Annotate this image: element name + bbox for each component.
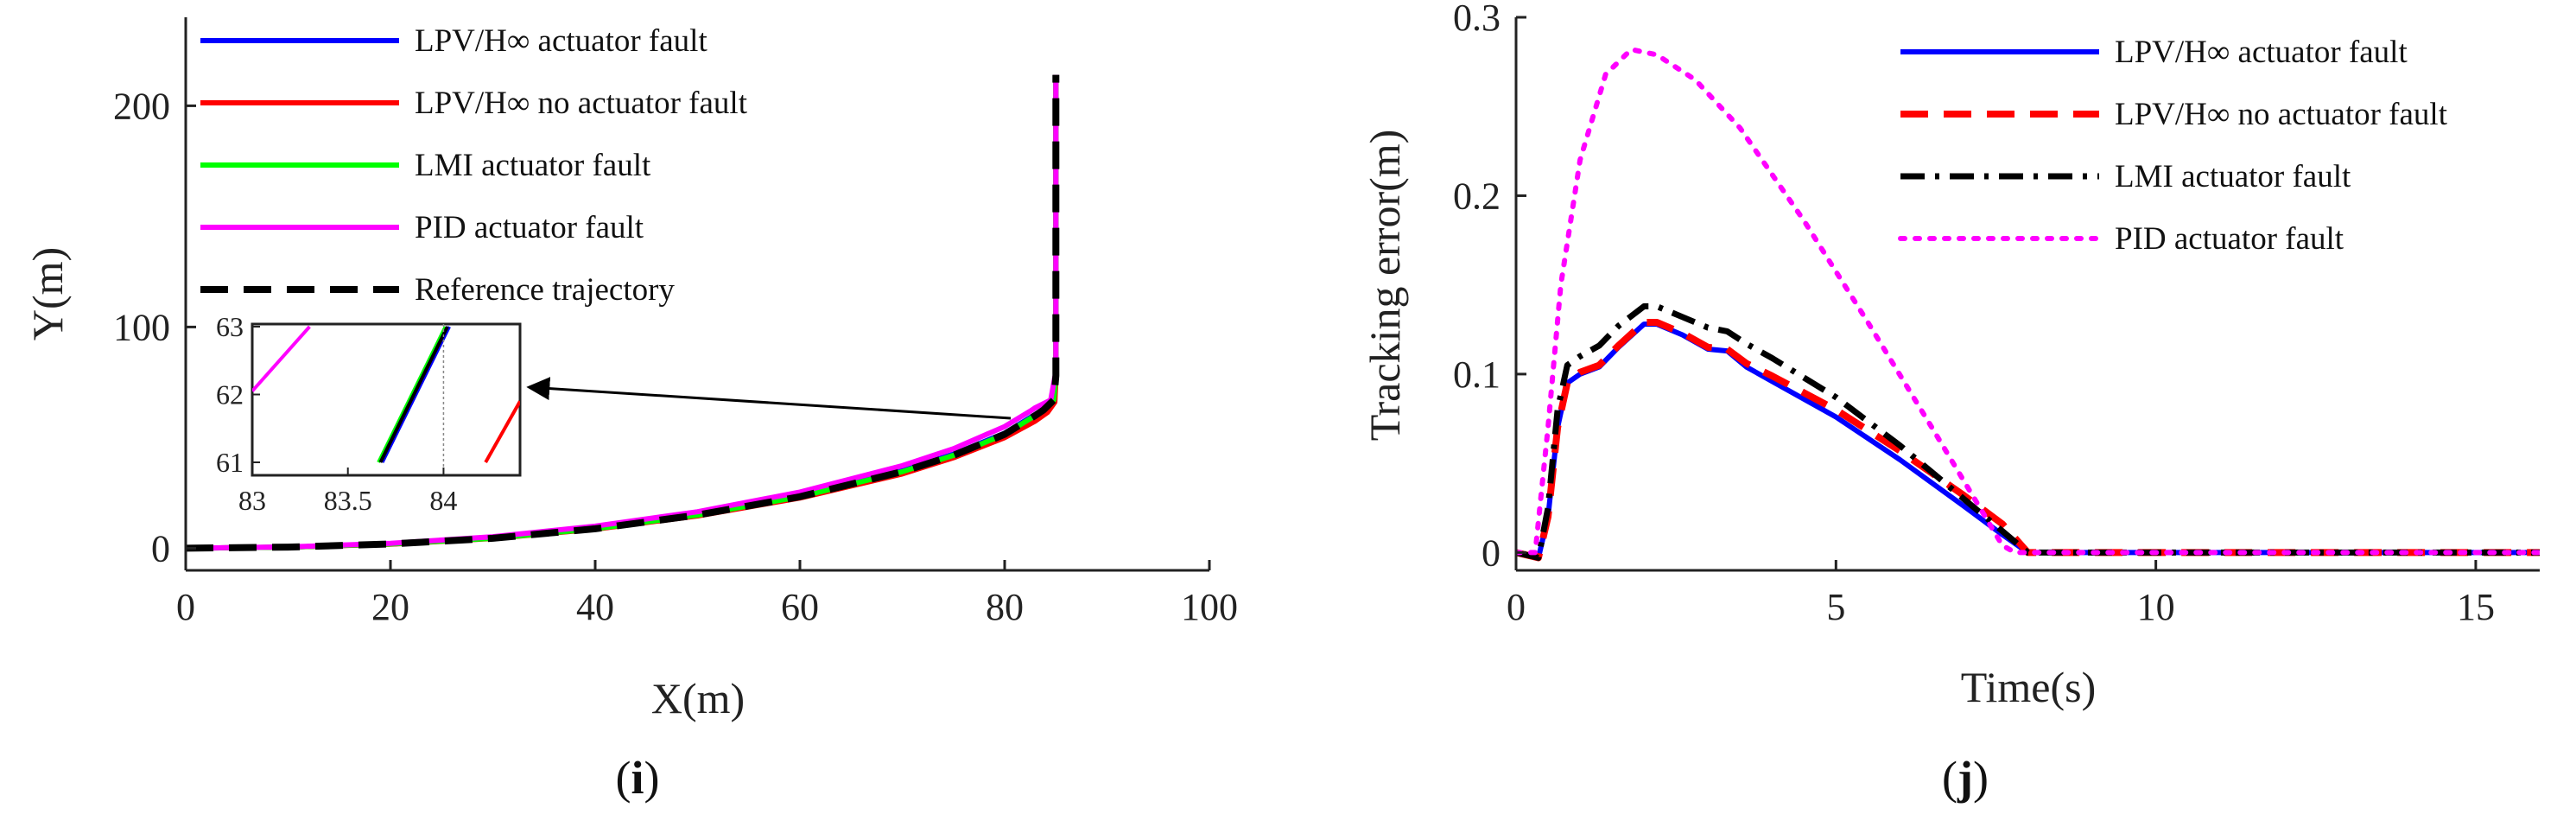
x-tick-label: 5 [1826,586,1845,628]
series-line-1-3 [1516,47,2540,556]
series-line-0-4 [186,74,1060,552]
x-tick-label: 80 [986,586,1024,628]
inset-lines [252,324,520,475]
panel-i-x-label: X(m) [651,674,745,722]
series-line-1-1 [1516,319,2540,562]
panel-i-legend: LPV/H∞ actuator fault LPV/H∞ no actuator … [200,23,748,308]
series-line-1-2 [1516,303,2540,561]
panel-i-y-label: Y(m) [23,247,72,340]
legend-label: LPV/H∞ actuator fault [2115,35,2408,70]
legend-label: PID actuator fault [415,210,644,245]
panel-i: 0 20 40 60 80 100 0 100 200 X(m) Y(m) (i) LPV/H∞… [23,17,1238,804]
legend-label: LPV/H∞ no actuator fault [2115,97,2448,132]
legend-label: LMI actuator fault [415,148,651,183]
x-tick-label: 10 [2137,586,2175,628]
x-tick-label: 20 [371,586,409,628]
zoom-arrow [526,377,1012,420]
y-tick-label: 0.3 [1453,0,1501,39]
panel-j-legend: LPV/H∞ actuator fault LPV/H∞ no actuator … [1898,35,2448,257]
legend-label: LPV/H∞ no actuator fault [415,86,748,121]
inset-line-4 [378,326,449,463]
y-tick-label: 0.1 [1453,353,1501,396]
y-tick-label: 0 [1482,531,1501,574]
panel-i-label: (i) [616,752,660,804]
x-tick-label: 100 [1181,586,1238,628]
panel-j-x-label: Time(s) [1961,663,2097,711]
series-line-0-3 [186,74,1059,551]
x-tick-label: 0 [1507,586,1526,628]
legend-label: PID actuator fault [2115,221,2344,257]
y-tick-label: 0.2 [1453,175,1501,217]
y-tick-label: 200 [113,85,170,127]
x-tick-label: 60 [781,586,819,628]
inset-line-2 [377,326,447,463]
panel-j-y-label: Tracking error(m) [1361,130,1409,442]
y-tick-label: 0 [151,527,170,569]
x-tick-label: 40 [576,586,614,628]
legend-label: Reference trajectory [415,272,675,308]
panel-i-inset: 83 83.5 84 61 62 63 [216,311,522,516]
inset-x-tick-label: 84 [429,485,457,516]
inset-ticks: 83 83.5 84 61 62 63 [216,311,457,516]
x-tick-label: 15 [2457,586,2495,628]
series-line-0-2 [186,74,1059,551]
panel-j-ticks: 0 5 10 15 0 0.1 0.2 0.3 [1453,0,2495,628]
panel-i-series [186,74,1060,552]
legend-label: LPV/H∞ actuator fault [415,23,707,59]
legend-label: LMI actuator fault [2115,159,2351,194]
inset-x-tick-label: 83 [238,485,266,516]
series-line-1-0 [1516,321,2540,561]
inset-y-tick-label: 63 [216,311,244,342]
panel-i-ticks: 0 20 40 60 80 100 0 100 200 [113,85,1238,628]
inset-line-0 [252,325,311,392]
inset-x-tick-label: 83.5 [324,485,372,516]
series-line-0-0 [186,74,1059,551]
inset-y-tick-label: 62 [216,379,244,410]
x-tick-label: 0 [176,586,195,628]
panel-j-label: (j) [1942,752,1989,804]
inset-y-tick-label: 61 [216,447,244,478]
panel-j-series [1516,47,2540,562]
y-tick-label: 100 [113,306,170,348]
inset-line-1 [484,400,520,463]
series-line-0-1 [186,74,1059,551]
panel-j: 0 5 10 15 0 0.1 0.2 0.3 Time(s) Tracking error(… [1361,0,2540,804]
